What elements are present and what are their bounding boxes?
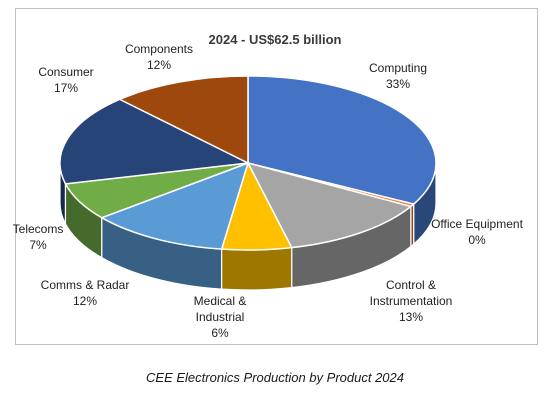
chart-title: 2024 - US$62.5 billion bbox=[209, 32, 342, 47]
slice-labels: Computing 33% Office Equipment 0% Control & I… bbox=[13, 42, 524, 340]
slice-value-computing: 33% bbox=[386, 77, 410, 91]
slice-value-comms-and-radar: 12% bbox=[73, 294, 97, 308]
slice-label-comms-and-radar: Comms & Radar 12% bbox=[41, 278, 130, 308]
slice-value-office-equipment: 0% bbox=[468, 233, 486, 247]
slice-comms-and-radar bbox=[101, 162, 249, 250]
slice-value-control-and-instrumentation: 13% bbox=[399, 310, 423, 324]
slice-value-consumer: 17% bbox=[54, 81, 78, 95]
slice-consumer bbox=[59, 98, 249, 185]
slice-components bbox=[119, 75, 249, 164]
slice-computing bbox=[247, 75, 437, 205]
slice-label-computing: Computing 33% bbox=[369, 61, 427, 91]
slice-label-telecoms: Telecoms 7% bbox=[13, 222, 64, 252]
slice-value-medical-and-industrial: 6% bbox=[211, 326, 229, 340]
slice-label-control-and-instrumentation: Control & Instrumentation 13% bbox=[370, 278, 453, 324]
slice-control-and-instrumentation bbox=[247, 162, 412, 249]
slice-value-telecoms: 7% bbox=[29, 238, 47, 252]
slice-value-components: 12% bbox=[147, 58, 171, 72]
figure-caption: CEE Electronics Production by Product 20… bbox=[146, 370, 404, 385]
pie-tops bbox=[59, 75, 437, 251]
slice-label-office-equipment: Office Equipment 0% bbox=[431, 217, 523, 247]
slice-label-medical-and-industrial: Medical & Industrial 6% bbox=[194, 294, 247, 340]
slice-side-medical-and-industrial bbox=[221, 246, 293, 291]
slice-label-consumer: Consumer 17% bbox=[38, 65, 93, 95]
slice-label-components: Components 12% bbox=[125, 42, 193, 72]
